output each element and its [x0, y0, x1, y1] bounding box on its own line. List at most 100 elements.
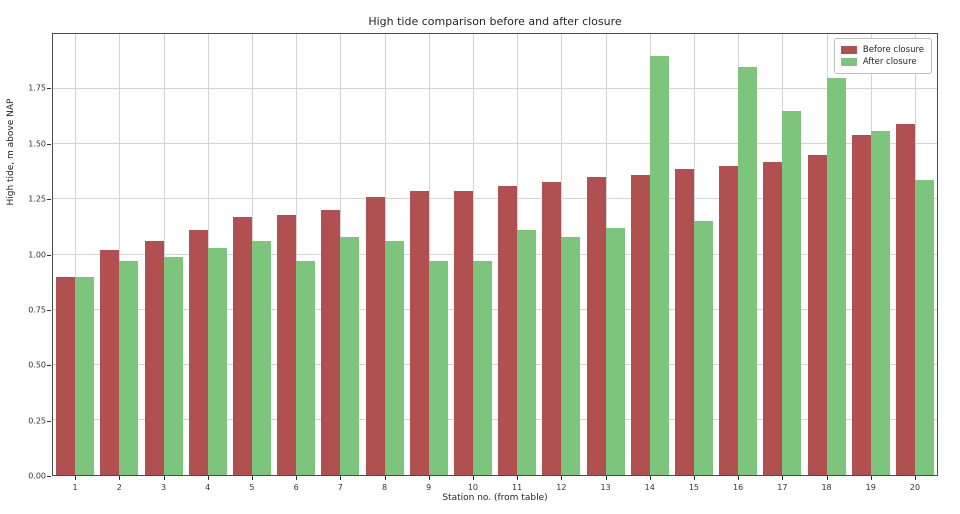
bar-pair	[318, 34, 362, 475]
station-group-3: 3	[141, 34, 185, 492]
station-group-1: 1	[53, 34, 97, 492]
bar-before-closure-station-5	[232, 217, 252, 475]
gridline-x	[163, 34, 165, 475]
y-tick-mark	[47, 420, 51, 422]
station-group-11: 11	[495, 34, 539, 492]
bar-after-closure-station-17	[782, 111, 802, 475]
bar-after-closure-station-19	[870, 131, 890, 475]
bar-after-closure-station-10	[472, 261, 492, 475]
station-group-19: 19	[849, 34, 893, 492]
y-tick-label: 0.00	[28, 471, 46, 481]
x-tick-mark	[782, 476, 784, 480]
bar-after-closure-station-3	[163, 256, 183, 475]
y-tick-label: 0.75	[28, 305, 46, 315]
y-tick-mark	[47, 254, 51, 256]
gridline-y-0.25	[53, 418, 937, 420]
bar-pair	[362, 34, 406, 475]
x-tick-label: 7	[337, 483, 343, 492]
bar-pair	[230, 34, 274, 475]
bar-pair	[893, 34, 937, 475]
bar-after-closure-station-11	[517, 230, 537, 475]
gridline-y-0.50	[53, 363, 937, 365]
station-group-6: 6	[274, 34, 318, 492]
x-tick-mark	[649, 476, 651, 480]
x-tick-mark	[472, 476, 474, 480]
x-tick-label: 12	[556, 483, 567, 492]
station-group-20: 20	[893, 34, 937, 492]
bar-groups: 1 2 3 4 5 6 7 8 9 10 11 12 13 14 15 16 17 18 19 20	[53, 34, 937, 492]
bar-before-closure-station-16	[719, 166, 739, 475]
x-tick-mark	[428, 476, 430, 480]
x-tick-label: 2	[116, 483, 122, 492]
y-tick-mark	[47, 143, 51, 145]
y-tick-mark	[47, 309, 51, 311]
legend-label-after-closure: After closure	[862, 57, 917, 67]
x-tick-mark	[693, 476, 695, 480]
bar-pair	[186, 34, 230, 475]
bar-before-closure-station-4	[188, 230, 208, 475]
bar-pair	[539, 34, 583, 475]
x-tick-mark	[296, 476, 298, 480]
bar-pair	[804, 34, 848, 475]
bar-pair	[407, 34, 451, 475]
y-tick-label: 1.75	[28, 83, 46, 93]
gridline-x	[428, 34, 430, 475]
bar-after-closure-station-2	[119, 261, 139, 475]
station-group-9: 9	[407, 34, 451, 492]
bar-pair	[495, 34, 539, 475]
y-tick-mark	[47, 365, 51, 367]
x-axis-label: Station no. (from table)	[442, 493, 548, 503]
station-group-16: 16	[716, 34, 760, 492]
x-tick-label: 15	[688, 483, 700, 492]
x-tick-mark	[605, 476, 607, 480]
station-group-17: 17	[760, 34, 804, 492]
x-tick-label: 1	[72, 483, 78, 492]
bar-before-closure-station-7	[321, 210, 341, 475]
bar-after-closure-station-16	[738, 67, 758, 475]
x-tick-label: 19	[865, 483, 876, 492]
station-group-7: 7	[318, 34, 362, 492]
bar-before-closure-station-10	[453, 190, 473, 475]
bar-before-closure-station-9	[409, 190, 429, 475]
bar-before-closure-station-11	[498, 186, 518, 475]
bar-after-closure-station-1	[75, 276, 95, 475]
bar-pair	[97, 34, 141, 475]
x-tick-label: 9	[426, 483, 432, 492]
x-tick-mark	[914, 476, 916, 480]
x-tick-label: 14	[644, 483, 655, 492]
y-tick-label: 1.00	[28, 250, 46, 259]
bar-before-closure-station-12	[542, 181, 562, 475]
gridline-x	[119, 34, 121, 475]
y-tick-mark	[47, 476, 51, 477]
bar-before-closure-station-15	[674, 168, 694, 475]
x-tick-mark	[163, 476, 165, 480]
after-closure-swatch	[840, 58, 857, 66]
x-tick-label: 17	[777, 483, 788, 492]
gridline-y-1.00	[53, 253, 937, 255]
bar-before-closure-station-19	[851, 135, 871, 475]
bar-pair	[141, 34, 185, 475]
bar-pair	[53, 34, 97, 475]
bar-after-closure-station-5	[251, 241, 271, 475]
bar-after-closure-station-7	[340, 236, 360, 475]
x-tick-mark	[340, 476, 342, 480]
x-tick-label: 4	[205, 483, 211, 492]
bar-before-closure-station-3	[144, 241, 164, 475]
y-tick-label: 1.50	[28, 139, 46, 149]
bar-before-closure-station-20	[895, 124, 915, 475]
plot-area: 1 2 3 4 5 6 7 8 9 10 11 12 13 14 15 16 17 18 19 20 Before c…	[52, 33, 938, 492]
bar-before-closure-station-17	[763, 161, 783, 475]
bar-after-closure-station-14	[649, 56, 669, 475]
bar-before-closure-station-1	[56, 276, 76, 475]
bar-pair	[672, 34, 716, 475]
x-tick-label: 20	[909, 483, 921, 492]
x-tick-mark	[561, 476, 563, 480]
x-tick-mark	[207, 476, 209, 480]
bar-before-closure-station-8	[365, 197, 385, 475]
y-axis-label: High tide, m above NAP	[6, 98, 16, 206]
x-tick-label: 10	[467, 483, 479, 492]
x-tick-label: 11	[512, 483, 523, 492]
gridline-y-1.75	[53, 88, 937, 90]
y-tick-mark	[47, 88, 51, 90]
